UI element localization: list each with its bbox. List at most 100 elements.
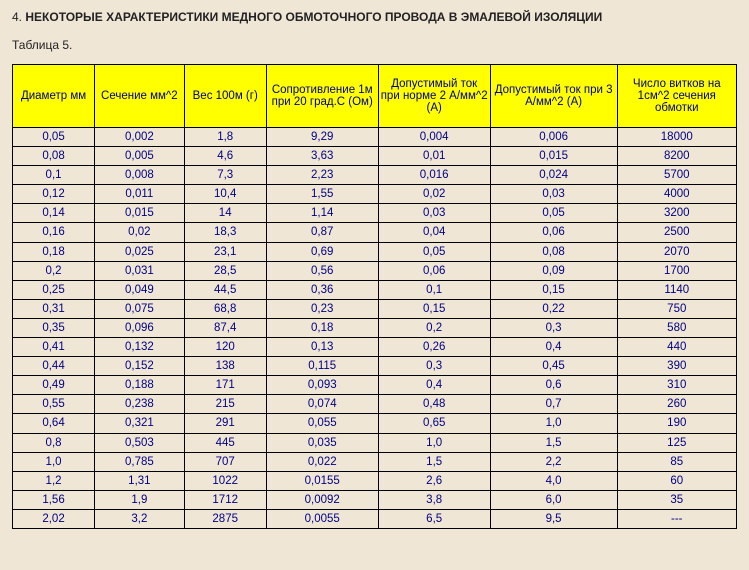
table-cell: 0,031	[95, 261, 185, 280]
table-cell: 440	[617, 338, 736, 357]
table-cell: 0,13	[266, 338, 378, 357]
table-cell: 0,03	[490, 185, 617, 204]
table-cell: 0,15	[378, 299, 490, 318]
table-cell: 0,01	[378, 147, 490, 166]
table-cell: 0,8	[13, 433, 95, 452]
table-row: 2,023,228750,00556,59,5---	[13, 509, 737, 528]
table-cell: 0,002	[95, 128, 185, 147]
table-cell: 0,05	[490, 204, 617, 223]
table-cell: 28,5	[184, 261, 266, 280]
table-cell: 0,785	[95, 452, 185, 471]
table-cell: 1140	[617, 280, 736, 299]
table-cell: 0,02	[378, 185, 490, 204]
table-cell: 138	[184, 357, 266, 376]
table-cell: 2500	[617, 223, 736, 242]
table-cell: 6,5	[378, 509, 490, 528]
table-cell: 0,04	[378, 223, 490, 242]
table-row: 0,410,1321200,130,260,4440	[13, 338, 737, 357]
table-cell: 0,36	[266, 280, 378, 299]
table-cell: 0,025	[95, 242, 185, 261]
table-cell: 1,5	[490, 433, 617, 452]
table-cell: 0,69	[266, 242, 378, 261]
table-cell: 1,8	[184, 128, 266, 147]
table-cell: 8200	[617, 147, 736, 166]
table-cell: 0,075	[95, 299, 185, 318]
col-weight: Вес 100м (г)	[184, 65, 266, 128]
table-cell: 0,016	[378, 166, 490, 185]
table-cell: 0,035	[266, 433, 378, 452]
table-row: 1,21,3110220,01552,64,060	[13, 471, 737, 490]
table-cell: 1712	[184, 490, 266, 509]
table-row: 0,160,0218,30,870,040,062500	[13, 223, 737, 242]
table-cell: 23,1	[184, 242, 266, 261]
table-row: 0,250,04944,50,360,10,151140	[13, 280, 737, 299]
table-cell: 190	[617, 414, 736, 433]
table-cell: 0,2	[13, 261, 95, 280]
table-cell: 0,23	[266, 299, 378, 318]
table-cell: 0,26	[378, 338, 490, 357]
table-cell: 0,22	[490, 299, 617, 318]
table-cell: 2875	[184, 509, 266, 528]
table-cell: 0,05	[378, 242, 490, 261]
table-row: 1,561,917120,00923,86,035	[13, 490, 737, 509]
table-cell: 4,6	[184, 147, 266, 166]
table-cell: 0,08	[490, 242, 617, 261]
table-row: 0,10,0087,32,230,0160,0245700	[13, 166, 737, 185]
col-diameter: Диаметр мм	[13, 65, 95, 128]
table-cell: 0,115	[266, 357, 378, 376]
table-cell: 3,2	[95, 509, 185, 528]
heading-number: 4.	[12, 10, 22, 24]
table-cell: 580	[617, 318, 736, 337]
table-row: 0,20,03128,50,560,060,091700	[13, 261, 737, 280]
table-cell: 1,14	[266, 204, 378, 223]
table-cell: 0,16	[13, 223, 95, 242]
table-cell: 0,152	[95, 357, 185, 376]
table-row: 0,350,09687,40,180,20,3580	[13, 318, 737, 337]
table-cell: 445	[184, 433, 266, 452]
table-row: 0,80,5034450,0351,01,5125	[13, 433, 737, 452]
table-cell: 750	[617, 299, 736, 318]
table-row: 0,310,07568,80,230,150,22750	[13, 299, 737, 318]
table-cell: 0,3	[378, 357, 490, 376]
table-cell: 0,096	[95, 318, 185, 337]
table-cell: 0,321	[95, 414, 185, 433]
table-cell: 1700	[617, 261, 736, 280]
table-cell: 0,011	[95, 185, 185, 204]
table-cell: 0,015	[95, 204, 185, 223]
table-cell: 0,4	[490, 338, 617, 357]
table-cell: 3,63	[266, 147, 378, 166]
table-cell: 0,005	[95, 147, 185, 166]
table-cell: 0,7	[490, 395, 617, 414]
table-cell: 0,074	[266, 395, 378, 414]
table-cell: 125	[617, 433, 736, 452]
table-cell: 3,8	[378, 490, 490, 509]
table-cell: 0,09	[490, 261, 617, 280]
table-cell: 6,0	[490, 490, 617, 509]
table-cell: 0,56	[266, 261, 378, 280]
table-row: 0,490,1881710,0930,40,6310	[13, 376, 737, 395]
table-cell: 87,4	[184, 318, 266, 337]
table-cell: 0,18	[266, 318, 378, 337]
table-cell: 0,049	[95, 280, 185, 299]
table-cell: 0,015	[490, 147, 617, 166]
table-cell: 215	[184, 395, 266, 414]
table-cell: 68,8	[184, 299, 266, 318]
table-cell: 0,004	[378, 128, 490, 147]
table-cell: 10,4	[184, 185, 266, 204]
table-cell: 1,56	[13, 490, 95, 509]
table-cell: 0,02	[95, 223, 185, 242]
table-cell: 291	[184, 414, 266, 433]
table-cell: 9,5	[490, 509, 617, 528]
table-cell: 1,31	[95, 471, 185, 490]
table-cell: 44,5	[184, 280, 266, 299]
table-cell: 0,44	[13, 357, 95, 376]
table-cell: 2,02	[13, 509, 95, 528]
table-cell: 1,5	[378, 452, 490, 471]
table-cell: 260	[617, 395, 736, 414]
table-cell: 0,188	[95, 376, 185, 395]
table-cell: 2,6	[378, 471, 490, 490]
table-cell: 0,4	[378, 376, 490, 395]
col-current-2a: Допустимый ток при норме 2 А/мм^2 (А)	[378, 65, 490, 128]
table-cell: 85	[617, 452, 736, 471]
table-cell: 310	[617, 376, 736, 395]
